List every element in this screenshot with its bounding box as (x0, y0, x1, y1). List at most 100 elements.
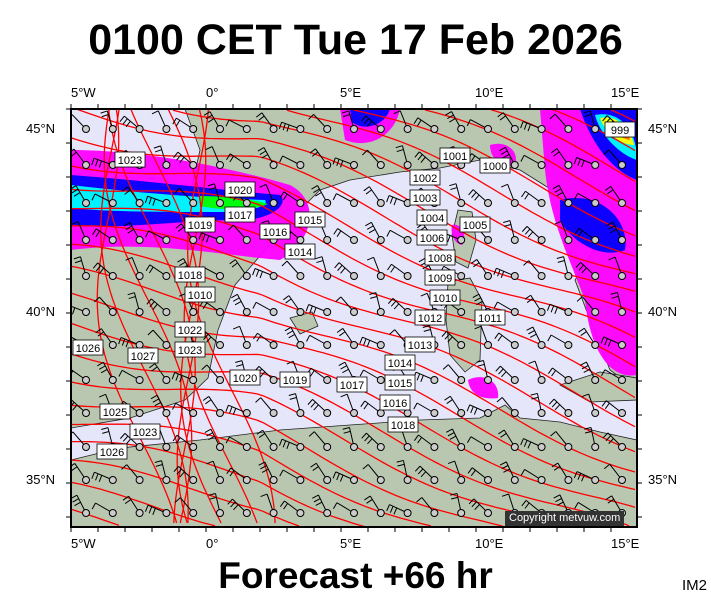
wind-barb (260, 493, 278, 517)
isobar-label: 1016 (379, 394, 411, 411)
wind-barb (444, 395, 466, 417)
isobar-label-text: 1026 (100, 447, 124, 459)
wind-barb (336, 328, 358, 349)
wind-barb (414, 465, 439, 484)
wind-barb (467, 467, 492, 484)
isobar-label-text: 1014 (388, 358, 412, 370)
wind-barb (127, 292, 144, 316)
wind-barb (550, 431, 573, 451)
isobar-line (71, 225, 636, 428)
wind-barb (466, 436, 492, 451)
wind-barb (201, 364, 224, 384)
isobar-label: 1010 (429, 289, 461, 306)
wind-barb (342, 427, 358, 451)
wind-barb (578, 327, 600, 349)
wind-barb (174, 497, 198, 517)
wind-barb (73, 256, 90, 280)
wind-barb (308, 431, 332, 451)
wind-barb (364, 495, 385, 517)
isobar-label-text: 1017 (340, 380, 364, 392)
wind-barb (573, 157, 600, 169)
wind-barb (71, 185, 90, 207)
wind-barb (359, 369, 385, 384)
wind-barb (496, 397, 519, 417)
wind-barb (91, 193, 117, 207)
wind-barb (306, 334, 332, 349)
wind-barb (204, 428, 224, 451)
wind-barb (466, 119, 492, 133)
isobar-label: 1014 (284, 243, 316, 260)
wind-barb (445, 111, 466, 133)
isobar-label-text: 1004 (420, 213, 444, 225)
wind-barb (332, 157, 358, 169)
isobar-label-text: 1026 (76, 343, 100, 355)
isobar-label: 1014 (384, 354, 416, 371)
wind-barb (173, 465, 198, 484)
map-title: 0100 CET Tue 17 Feb 2026 (88, 16, 623, 64)
wind-barb (208, 493, 224, 517)
wind-barb (199, 300, 224, 316)
wind-barb (207, 183, 224, 207)
isobar-label: 1026 (72, 339, 104, 356)
wind-barb (312, 494, 332, 517)
wind-barb (71, 305, 90, 316)
wind-barb (413, 402, 439, 417)
isobar-label-text: 1003 (413, 193, 437, 205)
wind-barb (359, 336, 385, 349)
precip-area-3 (200, 196, 268, 210)
wind-barb (468, 189, 492, 207)
isobar-label-text: 1013 (408, 340, 432, 352)
copyright: Copyright metvuw.com (505, 511, 625, 526)
wind-barb (476, 360, 492, 384)
wind-barb (118, 369, 144, 384)
wind-barb (362, 464, 385, 484)
isobar-label: 1025 (99, 403, 131, 420)
isobar-label-text: 1006 (420, 233, 444, 245)
wind-barb (279, 155, 305, 169)
wind-barb (202, 396, 224, 417)
wind-barb (228, 224, 251, 244)
wind-barb (121, 186, 144, 207)
wind-barb (95, 328, 117, 349)
wind-barb (226, 467, 251, 484)
wind-barb (198, 232, 224, 244)
wind-barb (503, 220, 519, 244)
wind-barb (600, 369, 626, 384)
wind-barb (547, 367, 573, 384)
wind-barb (528, 360, 546, 384)
map-frame (70, 108, 638, 528)
wind-barb (369, 292, 385, 316)
wind-barb (145, 230, 171, 244)
wind-barb (554, 220, 573, 244)
wind-barb (584, 426, 600, 451)
isobar-label-text: 1023 (133, 427, 157, 439)
wind-barb (225, 404, 251, 417)
wind-barb (446, 428, 466, 451)
wind-barb (583, 110, 600, 133)
isobar-label-text: 1001 (443, 151, 467, 163)
isobar-label: 1020 (229, 369, 261, 386)
wind-barb (153, 145, 171, 169)
wind-barb (308, 114, 332, 133)
wind-barb (552, 184, 573, 207)
wind-barb (310, 462, 332, 484)
wind-barb (387, 297, 412, 316)
isobar-label-text: 1018 (391, 420, 415, 432)
wind-barb (94, 296, 117, 316)
lon-label-bottom: 5°W (71, 536, 96, 551)
wind-barb (600, 336, 626, 349)
isobar-label-text: 1010 (188, 290, 212, 302)
isobar-line (424, 109, 636, 212)
wind-barb (580, 361, 600, 384)
isobar-label: 1017 (224, 206, 256, 223)
wind-barb (413, 434, 439, 451)
lon-label-top: 15°E (611, 85, 640, 100)
wind-barb (71, 221, 90, 244)
isobar-line (71, 508, 120, 527)
wind-barb (365, 221, 385, 244)
wind-barb (360, 400, 385, 417)
wind-barb (442, 364, 466, 384)
wind-barb (606, 221, 626, 244)
isobar-label-text: 1005 (463, 220, 487, 232)
wind-barb (575, 261, 600, 280)
